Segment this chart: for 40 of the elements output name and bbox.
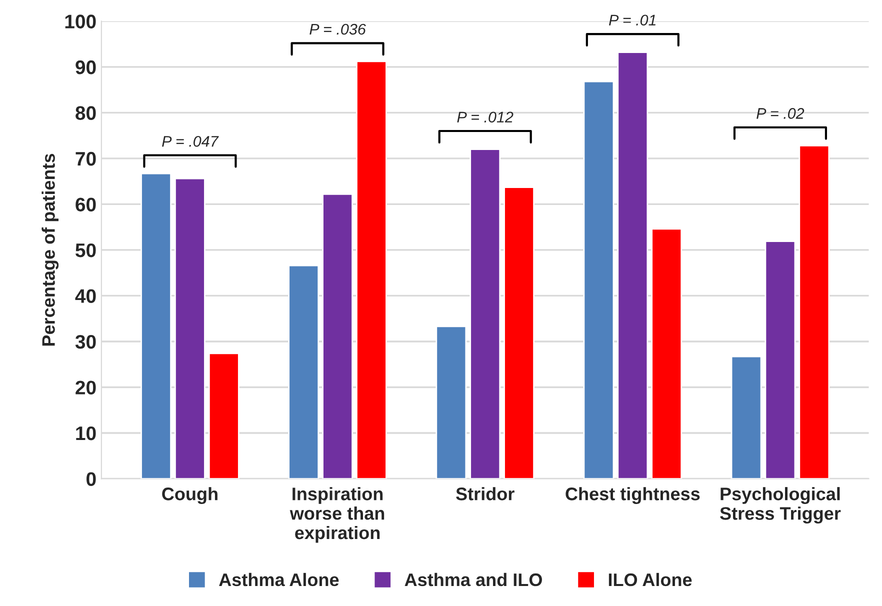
- annotation: P = .012: [457, 112, 514, 123]
- x-tick-label: Cough: [162, 487, 218, 504]
- y-tick-label: 50: [76, 243, 96, 258]
- legend-label: ILO Alone: [608, 572, 692, 586]
- annotation: P = .047: [162, 136, 219, 147]
- y-tick-label: 60: [76, 198, 96, 212]
- bar: [764, 240, 796, 479]
- y-tick-label: 80: [76, 106, 96, 120]
- bar: [798, 144, 830, 479]
- bar: [174, 178, 206, 479]
- bar: [208, 352, 240, 479]
- bar: [436, 326, 467, 479]
- bar: [356, 60, 387, 479]
- annotation: P = .02: [756, 108, 804, 119]
- bar: [651, 228, 682, 479]
- bar: [288, 264, 320, 479]
- x-tick-label: Stridor: [456, 487, 514, 500]
- bar: [617, 52, 648, 479]
- y-tick-label: 90: [76, 60, 96, 74]
- bar: [322, 193, 353, 479]
- y-tick-label: 100: [65, 14, 96, 28]
- bar: [140, 172, 172, 479]
- y-tick-label: 40: [75, 289, 96, 303]
- bar: [730, 356, 762, 479]
- y-tick-label: 10: [76, 426, 96, 440]
- y-tick-label: 0: [86, 472, 96, 486]
- bar: [583, 80, 614, 479]
- y-tick-label: 30: [75, 334, 96, 349]
- bar: [470, 148, 501, 479]
- bar: [504, 186, 534, 479]
- annotation: P = .01: [609, 14, 656, 26]
- x-tick-label: Psychological Stress Trigger: [720, 487, 841, 524]
- x-tick-label: Chest tightness: [566, 487, 700, 504]
- legend-label: Asthma Alone: [219, 572, 339, 586]
- y-axis-title: Percentage of patients: [42, 154, 59, 346]
- y-tick-label: 20: [76, 380, 96, 394]
- legend-label: Asthma and ILO: [404, 572, 542, 586]
- annotation: P = .036: [310, 24, 366, 35]
- y-tick-label: 70: [76, 152, 96, 166]
- x-tick-label: Inspiration worse than expiration: [290, 487, 384, 543]
